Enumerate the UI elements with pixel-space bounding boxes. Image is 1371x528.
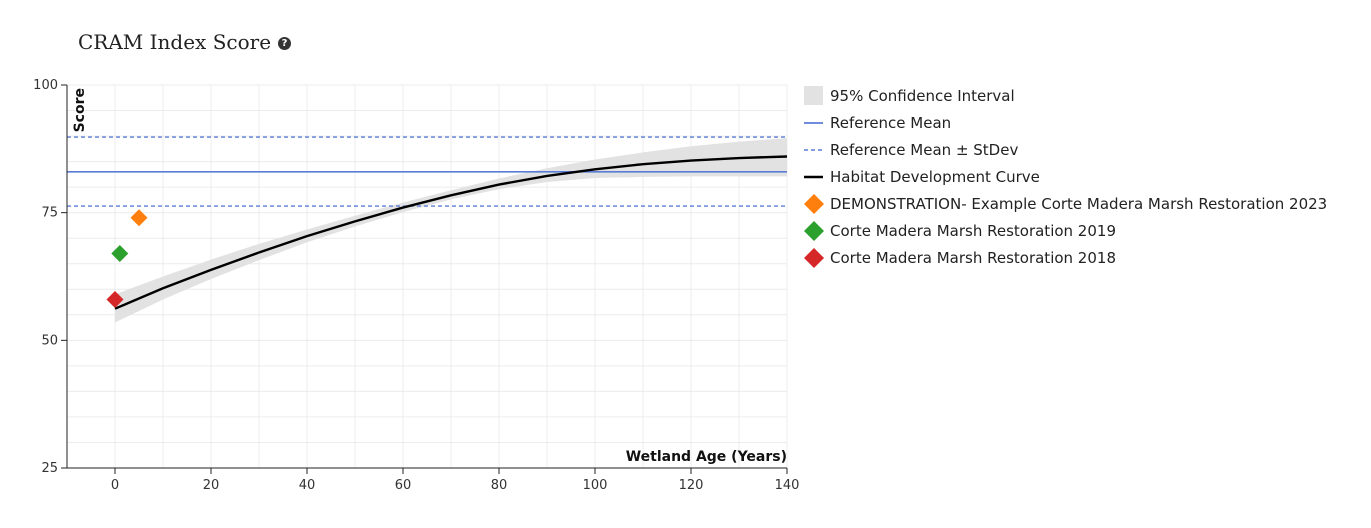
legend-label[interactable]: 95% Confidence Interval — [830, 87, 1015, 105]
y-tick-label: 75 — [41, 206, 58, 221]
legend-label[interactable]: Corte Madera Marsh Restoration 2018 — [830, 249, 1116, 267]
x-tick-label: 120 — [679, 478, 704, 493]
legend-swatch-diamond — [804, 221, 824, 241]
x-tick-label: 100 — [583, 478, 608, 493]
x-tick-label: 60 — [395, 478, 412, 493]
x-tick-label: 140 — [775, 478, 800, 493]
chart-title: CRAM Index Score — [78, 30, 272, 54]
legend-label[interactable]: Habitat Development Curve — [830, 168, 1040, 186]
x-tick-label: 0 — [111, 478, 119, 493]
chart-header: CRAM Index Score ? — [78, 30, 292, 54]
data-point-diamond[interactable] — [130, 209, 148, 227]
legend-label[interactable]: Reference Mean ± StDev — [830, 141, 1018, 159]
y-tick-label: 50 — [41, 333, 58, 348]
y-tick-label: 25 — [41, 461, 58, 476]
legend-swatch-area — [804, 86, 823, 105]
legend-label[interactable]: DEMONSTRATION- Example Corte Madera Mars… — [830, 195, 1327, 213]
x-axis-title: Wetland Age (Years) — [626, 449, 787, 465]
legend-swatch-diamond — [804, 194, 824, 214]
data-point-diamond[interactable] — [111, 245, 129, 263]
confidence-interval-band — [115, 138, 787, 323]
x-tick-label: 20 — [203, 478, 220, 493]
y-axis-title: Score — [72, 88, 88, 132]
legend-swatch-diamond — [804, 248, 824, 268]
x-tick-label: 80 — [491, 478, 508, 493]
legend-label[interactable]: Reference Mean — [830, 114, 951, 132]
legend-label[interactable]: Corte Madera Marsh Restoration 2019 — [830, 222, 1116, 240]
x-tick-label: 40 — [299, 478, 316, 493]
y-tick-label: 100 — [33, 78, 58, 93]
habitat-development-curve — [114, 155, 788, 310]
data-point-diamond[interactable] — [106, 290, 124, 308]
question-circle-icon[interactable]: ? — [278, 36, 292, 50]
